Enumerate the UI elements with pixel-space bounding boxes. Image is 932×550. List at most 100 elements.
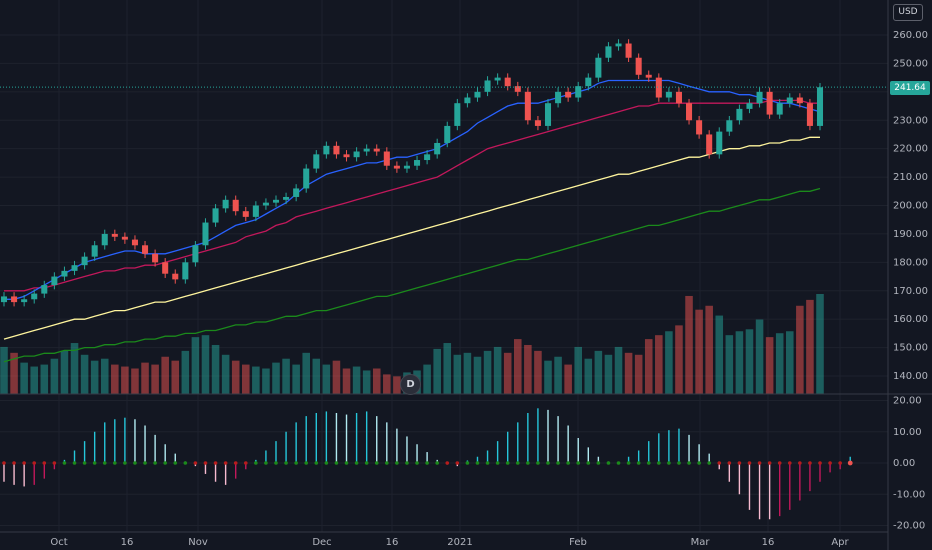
time-tick-label: 16 <box>121 537 134 548</box>
candle-body <box>373 148 380 152</box>
oscillator-tick-label: -20.00 <box>893 521 925 532</box>
zero-cross-dot <box>787 461 792 465</box>
zero-cross-dot <box>445 461 450 465</box>
candle-body <box>121 236 128 240</box>
candle-body <box>71 265 78 271</box>
oscillator-tick-label: 20.00 <box>893 396 922 407</box>
zero-cross-dot <box>556 461 560 465</box>
volume-bar <box>604 354 613 394</box>
ma-red-line <box>4 99 820 292</box>
volume-bar <box>735 331 744 394</box>
volume-bar <box>493 346 502 394</box>
volume-bar <box>383 374 391 394</box>
volume-bar <box>584 358 593 394</box>
zero-cross-dot <box>405 461 409 465</box>
volume-bar <box>292 364 300 394</box>
time-tick-label: 16 <box>762 537 775 548</box>
volume-bar <box>695 309 703 394</box>
candlesticks <box>0 39 824 307</box>
volume-bar <box>111 364 119 394</box>
candle-body <box>142 245 149 254</box>
zero-cross-dot <box>415 461 419 465</box>
candle-body <box>403 165 410 169</box>
ma-yellow-line <box>3 136 820 340</box>
candle-body <box>474 91 481 98</box>
zero-cross-dot <box>435 461 439 465</box>
zero-cross-dot <box>767 461 772 465</box>
volume-bar <box>453 354 462 394</box>
price-tick-label: 260.00 <box>893 30 928 41</box>
volume-bar <box>514 339 522 394</box>
zero-cross-dot <box>546 461 550 465</box>
volume-bar <box>242 364 250 394</box>
candle-body <box>252 205 259 217</box>
zero-cross-dot <box>717 461 722 465</box>
currency-badge[interactable]: USD <box>893 4 923 21</box>
zero-cross-dot <box>657 461 661 465</box>
candle-body <box>363 148 370 152</box>
zero-cross-dot <box>425 461 429 465</box>
zero-cross-dot <box>395 461 399 465</box>
volume-bar <box>151 364 159 394</box>
candle-body <box>434 142 441 155</box>
candle-body <box>182 262 189 280</box>
volume-bar <box>322 364 331 394</box>
volume-bar <box>786 331 794 394</box>
zero-cross-dot <box>465 461 470 465</box>
zero-cross-dot <box>233 461 238 465</box>
zero-cross-dot <box>102 461 107 465</box>
volume-bar <box>100 358 109 394</box>
zero-cross-dot <box>757 461 762 465</box>
candle-body <box>212 208 219 223</box>
volume-bar <box>624 352 633 394</box>
zero-cross-dot <box>485 461 490 465</box>
zero-cross-dot <box>526 461 530 465</box>
time-tick-label: Apr <box>831 537 849 548</box>
candle-body <box>91 245 98 257</box>
volume-bar <box>141 362 149 394</box>
volume-bar <box>745 329 754 394</box>
volume-bar <box>90 360 99 394</box>
volume-bar <box>272 362 280 394</box>
volume-bar <box>755 319 764 394</box>
candle-body <box>262 202 269 206</box>
volume-bar <box>796 305 804 394</box>
dividend-event-badge[interactable]: D <box>400 374 421 395</box>
candle-body <box>353 151 360 158</box>
zero-cross-dot <box>777 461 782 465</box>
candle-body <box>424 154 431 161</box>
candle-body <box>101 233 108 246</box>
price-tick-label: 230.00 <box>893 115 928 126</box>
volume-bar <box>60 350 69 394</box>
zero-cross-dot <box>847 460 853 466</box>
volume-bar <box>503 352 512 394</box>
ma-blue-line <box>4 79 821 300</box>
volume-bar <box>393 376 401 394</box>
volume-bar <box>40 364 49 394</box>
price-tick-label: 190.00 <box>893 229 928 240</box>
zero-cross-dot <box>818 461 822 465</box>
zero-cross-dot <box>536 461 540 465</box>
zero-cross-dot <box>163 461 167 465</box>
candle-body <box>393 165 400 169</box>
volume-bar <box>574 346 582 394</box>
candle-body <box>11 296 18 303</box>
volume-bar <box>372 368 381 394</box>
candle-body <box>736 108 743 121</box>
ma-green-line <box>3 187 821 363</box>
candle-body <box>645 74 652 78</box>
zero-cross-dot <box>374 461 379 465</box>
zero-cross-dot <box>12 461 16 465</box>
candle-body <box>806 103 813 126</box>
candle-body <box>534 120 541 126</box>
candle-body <box>0 296 8 303</box>
candle-body <box>595 57 602 78</box>
zero-cross-dot <box>576 461 581 465</box>
volume-bar <box>443 343 452 394</box>
volume-bar <box>161 356 169 394</box>
candle-body <box>575 86 582 98</box>
volume-bar <box>816 294 824 394</box>
zero-cross-dot <box>798 461 802 465</box>
